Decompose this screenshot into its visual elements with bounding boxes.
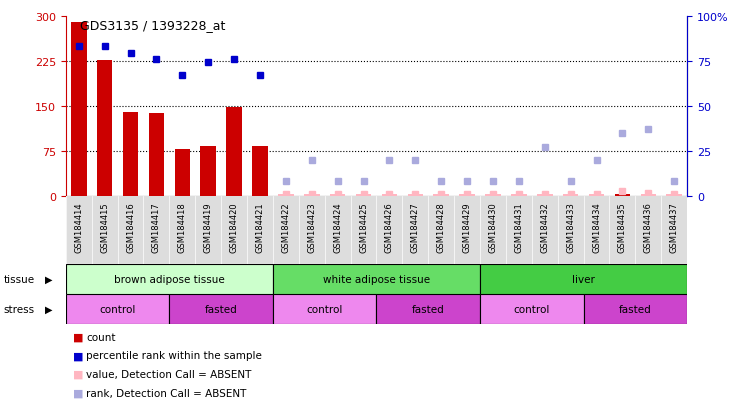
Bar	[273, 264, 480, 294]
Text: GSM184421: GSM184421	[255, 202, 265, 252]
Text: percentile rank within the sample: percentile rank within the sample	[86, 351, 262, 361]
Text: white adipose tissue: white adipose tissue	[323, 274, 430, 284]
Text: brown adipose tissue: brown adipose tissue	[114, 274, 224, 284]
Bar	[66, 294, 170, 324]
Text: GSM184423: GSM184423	[307, 202, 317, 252]
Text: GSM184418: GSM184418	[178, 202, 187, 252]
Text: GSM184427: GSM184427	[411, 202, 420, 252]
Text: GSM184433: GSM184433	[566, 202, 575, 252]
Text: GSM184417: GSM184417	[152, 202, 161, 252]
Text: GSM184429: GSM184429	[463, 202, 471, 252]
Text: GSM184414: GSM184414	[75, 202, 83, 252]
Text: count: count	[86, 332, 115, 342]
Text: ▶: ▶	[45, 304, 53, 314]
Bar	[511, 195, 526, 196]
Text: GSM184428: GSM184428	[436, 202, 446, 252]
Text: ■: ■	[73, 388, 83, 398]
Text: stress: stress	[4, 304, 35, 314]
Bar	[66, 264, 273, 294]
Bar	[273, 294, 376, 324]
Bar	[640, 195, 656, 196]
Text: GSM184416: GSM184416	[126, 202, 135, 252]
Bar	[408, 195, 423, 196]
Text: GSM184432: GSM184432	[540, 202, 549, 252]
Text: GSM184435: GSM184435	[618, 202, 627, 252]
Text: GSM184437: GSM184437	[670, 202, 678, 252]
Bar	[356, 195, 371, 196]
Bar	[376, 294, 480, 324]
Bar	[563, 195, 578, 196]
Bar	[123, 112, 138, 196]
Text: GSM184415: GSM184415	[100, 202, 109, 252]
Bar	[96, 61, 113, 196]
Text: GSM184420: GSM184420	[230, 202, 238, 252]
Text: GSM184430: GSM184430	[488, 202, 498, 252]
Text: GSM184424: GSM184424	[333, 202, 342, 252]
Text: control: control	[514, 304, 550, 314]
Bar	[278, 195, 294, 196]
Text: rank, Detection Call = ABSENT: rank, Detection Call = ABSENT	[86, 388, 246, 398]
Text: GSM184419: GSM184419	[204, 202, 213, 252]
Text: ▶: ▶	[45, 274, 53, 284]
Bar	[480, 294, 583, 324]
Bar	[71, 22, 86, 196]
Bar	[433, 195, 449, 196]
Bar	[583, 294, 687, 324]
Text: GSM184434: GSM184434	[592, 202, 601, 252]
Text: GSM184422: GSM184422	[281, 202, 290, 252]
Text: fasted: fasted	[205, 304, 238, 314]
Bar	[304, 195, 319, 196]
Bar	[200, 147, 216, 196]
Text: GSM184426: GSM184426	[385, 202, 394, 252]
Text: control: control	[306, 304, 343, 314]
Text: tissue: tissue	[4, 274, 35, 284]
Text: fasted: fasted	[619, 304, 652, 314]
Bar	[330, 195, 345, 196]
Bar	[480, 264, 687, 294]
Bar	[170, 294, 273, 324]
Text: GSM184436: GSM184436	[644, 202, 653, 252]
Text: GSM184425: GSM184425	[359, 202, 368, 252]
Bar	[227, 107, 242, 196]
Text: fasted: fasted	[412, 304, 444, 314]
Bar	[252, 147, 268, 196]
Bar	[667, 195, 682, 196]
Bar	[382, 195, 397, 196]
Bar	[459, 195, 475, 196]
Text: ■: ■	[73, 369, 83, 379]
Bar	[175, 150, 190, 196]
Text: ■: ■	[73, 332, 83, 342]
Text: liver: liver	[572, 274, 595, 284]
Text: ■: ■	[73, 351, 83, 361]
Bar	[615, 195, 630, 196]
Bar	[537, 195, 553, 196]
Text: GDS3135 / 1393228_at: GDS3135 / 1393228_at	[80, 19, 226, 31]
Bar	[485, 195, 501, 196]
Text: GSM184431: GSM184431	[515, 202, 523, 252]
Bar	[588, 195, 605, 196]
Bar	[148, 114, 164, 196]
Text: control: control	[99, 304, 136, 314]
Text: value, Detection Call = ABSENT: value, Detection Call = ABSENT	[86, 369, 251, 379]
